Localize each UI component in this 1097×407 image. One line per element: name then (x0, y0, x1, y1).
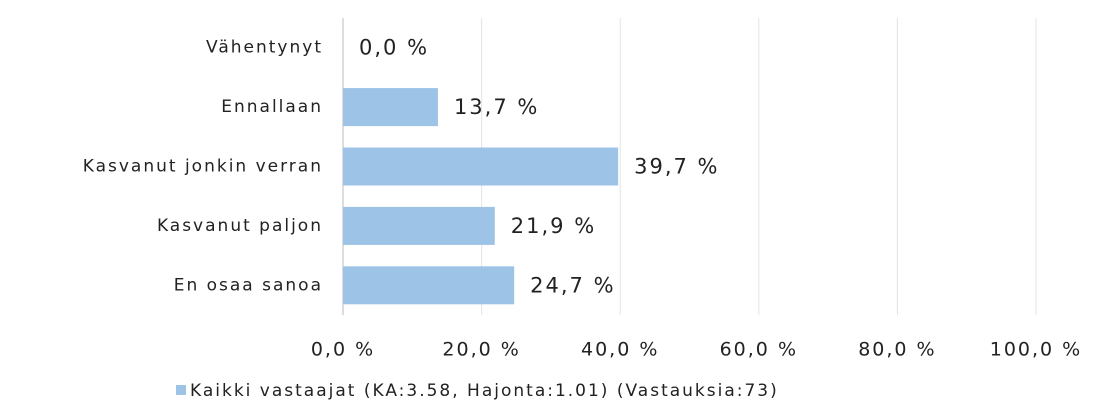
x-tick-label: 0,0 % (311, 339, 375, 361)
y-tick-label: Ennallaan (221, 97, 323, 117)
bar (343, 147, 619, 186)
x-tick-label: 60,0 % (720, 339, 798, 361)
bar (343, 206, 495, 245)
x-tick-label: 80,0 % (858, 339, 936, 361)
value-label: 24,7 % (530, 273, 615, 297)
value-label: 21,9 % (511, 214, 596, 238)
bar (343, 266, 515, 305)
x-tick-label: 100,0 % (990, 339, 1083, 361)
value-label: 0,0 % (359, 36, 429, 60)
y-tick-label: Kasvanut paljon (157, 216, 323, 236)
y-tick-label: Vähentynyt (206, 38, 323, 58)
value-label: 39,7 % (634, 155, 719, 179)
y-tick-label: En osaa sanoa (174, 275, 323, 295)
x-tick-label: 20,0 % (442, 339, 520, 361)
legend-label: Kaikki vastaajat (KA:3.58, Hajonta:1.01)… (190, 381, 779, 401)
bar (343, 88, 438, 127)
y-tick-label: Kasvanut jonkin verran (83, 157, 323, 177)
x-tick-label: 40,0 % (581, 339, 659, 361)
value-label: 13,7 % (454, 95, 539, 119)
legend-swatch (176, 385, 186, 395)
